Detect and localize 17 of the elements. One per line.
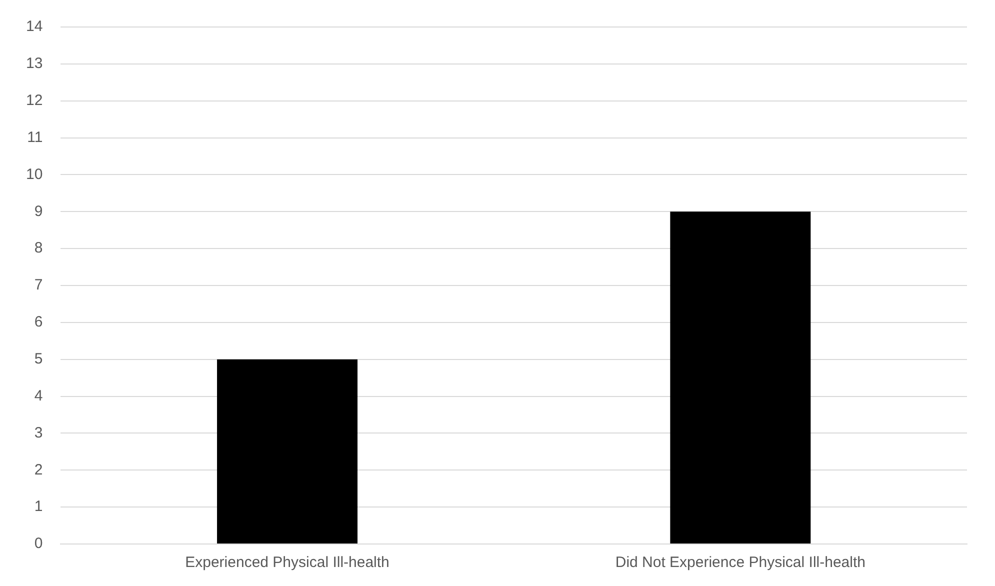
- y-tick-label: 9: [34, 202, 43, 220]
- y-tick-label: 7: [34, 276, 43, 294]
- x-tick-label: Experienced Physical Ill-health: [185, 554, 390, 572]
- y-tick-label: 2: [34, 461, 43, 478]
- y-tick-label: 6: [34, 314, 43, 331]
- y-tick-label: 3: [34, 424, 43, 442]
- y-tick-label: 13: [26, 55, 43, 72]
- y-tick-label: 14: [26, 18, 43, 36]
- y-tick-label: 4: [34, 387, 43, 404]
- y-tick-label: 12: [26, 92, 43, 109]
- y-tick-label: 5: [34, 350, 43, 368]
- x-tick-label: Did Not Experience Physical Ill-health: [615, 554, 866, 572]
- y-tick-label: 1: [34, 498, 43, 516]
- y-tick-label: 8: [34, 240, 43, 257]
- y-tick-label: 11: [27, 128, 43, 146]
- y-tick-label: 10: [26, 166, 43, 183]
- y-tick-label: 0: [34, 535, 43, 552]
